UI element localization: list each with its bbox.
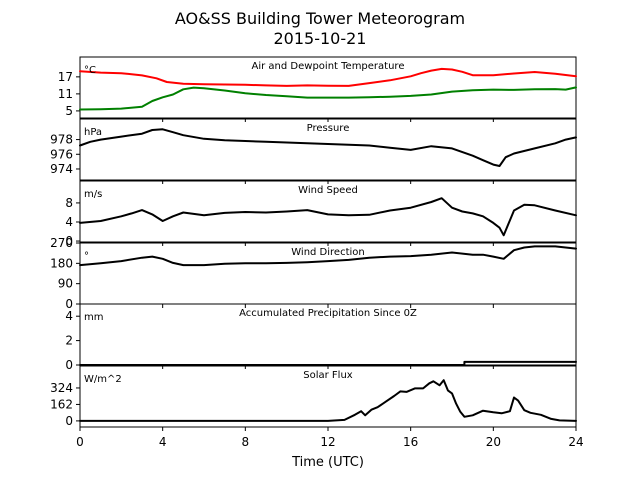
y-tick-label-wind_dir-270: 270 (50, 236, 73, 250)
series-line-temp-0 (79, 67, 577, 87)
x-tick-label-8: 8 (242, 435, 250, 449)
y-tick-label-wind_speed-4: 4 (65, 215, 73, 229)
panel-title-solar: Solar Flux (303, 370, 353, 381)
series-line-pressure-0 (79, 128, 577, 167)
panel-title-temp: Air and Dewpoint Temperature (252, 61, 405, 72)
y-tick-label-precip-0: 0 (65, 358, 73, 372)
panel-precip: Accumulated Precipitation Since 0Z mm 0 2 4 (65, 303, 577, 372)
panel-wind_dir: Wind Direction ° 0 90 180 270 (50, 236, 577, 311)
y-tick-label-pressure-978: 978 (50, 133, 73, 147)
chart-title-line1: AO&SS Building Tower Meteorogram (175, 9, 465, 28)
series-line-wind_speed-0 (79, 197, 577, 237)
y-tick-label-solar-162: 162 (50, 397, 73, 411)
y-tick-label-wind_dir-180: 180 (50, 256, 73, 270)
panel-unit-solar: W/m^2 (84, 374, 122, 385)
chart-title-line2: 2015-10-21 (274, 29, 367, 48)
y-tick-label-wind_dir-0: 0 (65, 297, 73, 311)
x-axis-label: Time (UTC) (291, 455, 364, 470)
panel-title-wind_dir: Wind Direction (291, 247, 365, 258)
panel-unit-wind_speed: m/s (84, 189, 102, 200)
y-tick-label-precip-2: 2 (65, 334, 73, 348)
y-tick-label-temp-17: 17 (58, 70, 73, 84)
series-line-temp-1 (79, 86, 577, 111)
x-tick-label-20: 20 (486, 435, 501, 449)
panel-unit-temp: °C (84, 65, 96, 76)
panel-unit-precip: mm (84, 312, 103, 323)
panel-wind_speed: Wind Speed m/s 0 4 8 (65, 180, 577, 248)
panel-solar: Solar Flux W/m^2 0 162 324 (50, 365, 577, 431)
series-line-wind_dir-0 (79, 245, 577, 267)
y-tick-label-temp-11: 11 (58, 87, 73, 101)
panel-title-precip: Accumulated Precipitation Since 0Z (239, 308, 417, 319)
y-tick-label-wind_dir-90: 90 (58, 277, 73, 291)
panel-unit-pressure: hPa (84, 127, 102, 138)
panel-title-pressure: Pressure (307, 123, 350, 134)
y-tick-label-precip-4: 4 (65, 309, 73, 323)
y-tick-label-pressure-976: 976 (50, 147, 73, 161)
y-tick-label-solar-324: 324 (50, 381, 73, 395)
panel-title-wind_speed: Wind Speed (298, 185, 358, 196)
panel-unit-wind_dir: ° (84, 251, 89, 262)
panel-temp: Air and Dewpoint Temperature °C 5 11 17 (58, 56, 577, 122)
x-tick-label-4: 4 (159, 435, 167, 449)
y-tick-label-solar-0: 0 (65, 414, 73, 428)
x-tick-label-16: 16 (403, 435, 418, 449)
y-tick-label-wind_speed-8: 8 (65, 196, 73, 210)
series-line-solar-0 (79, 379, 577, 422)
x-tick-label-12: 12 (320, 435, 335, 449)
y-tick-label-temp-5: 5 (65, 104, 73, 118)
y-tick-label-wind_speed-0: 0 (65, 234, 73, 248)
y-tick-label-pressure-974: 974 (50, 162, 73, 176)
x-tick-label-24: 24 (568, 435, 583, 449)
x-tick-label-0: 0 (76, 435, 84, 449)
series-line-precip-0 (79, 360, 577, 366)
